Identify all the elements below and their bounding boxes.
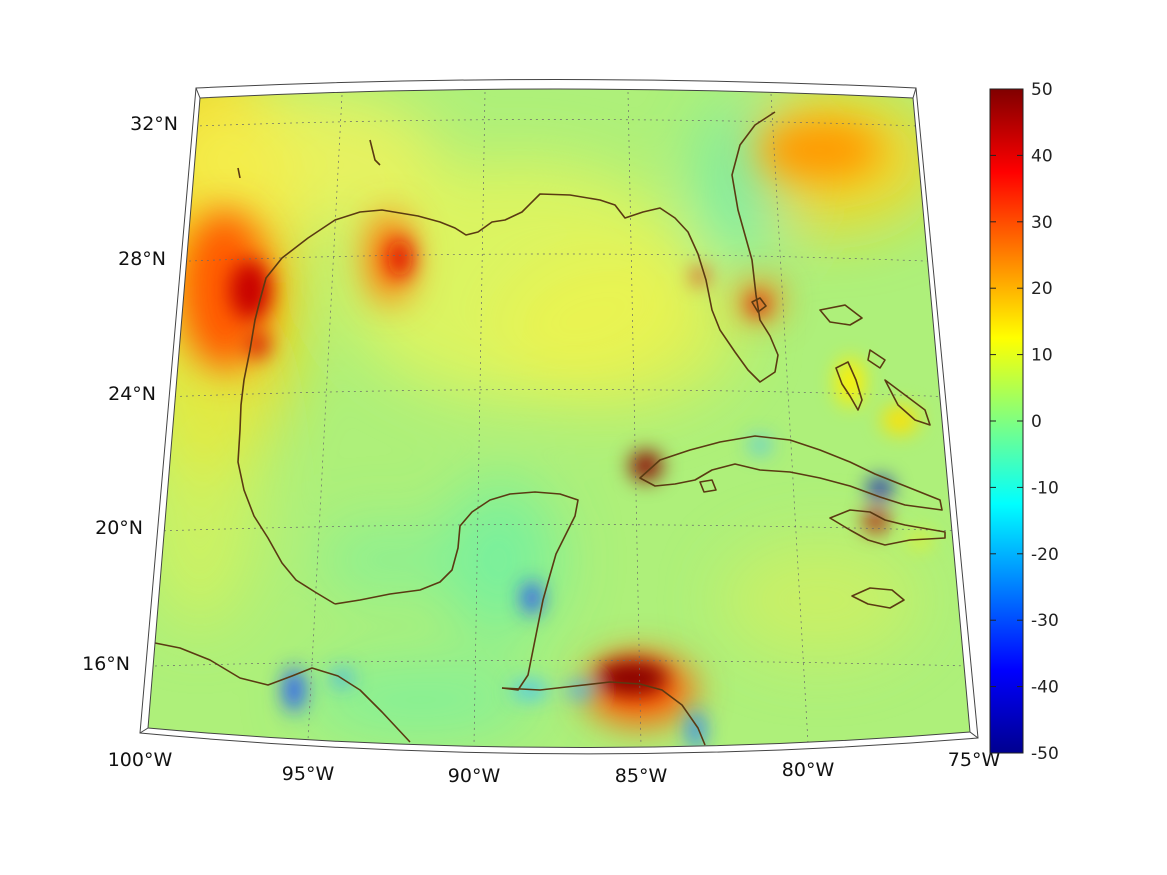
colorbar-tick-label: 40 [1031, 146, 1053, 166]
lon-label-95: 95°W [282, 763, 335, 785]
colorbar-tick-label: -10 [1031, 478, 1059, 498]
lat-label-20: 20°N [95, 517, 143, 539]
lon-label-80: 80°W [782, 759, 835, 781]
colorbar-tick-label: 30 [1031, 213, 1053, 233]
map-frame [139, 79, 979, 755]
latitude-labels: 32°N 28°N 24°N 20°N 16°N [82, 113, 178, 675]
lon-label-100: 100°W [108, 749, 173, 771]
lat-label-32: 32°N [130, 113, 178, 135]
colorbar-tick-label: -20 [1031, 545, 1059, 565]
colorbar-tick-label: 20 [1031, 279, 1053, 299]
longitude-labels: 100°W 95°W 90°W 85°W 80°W 75°W [108, 749, 1001, 787]
lat-label-24: 24°N [108, 383, 156, 405]
colorbar: 50 40 30 20 10 0 -10 -20 -30 -40 -50 [989, 80, 1059, 764]
coastlines [154, 111, 946, 746]
map-area [148, 89, 970, 748]
lon-label-75: 75°W [948, 749, 1001, 771]
colorbar-tick-label: 10 [1031, 346, 1053, 366]
lon-label-90: 90°W [448, 765, 501, 787]
lat-label-16: 16°N [82, 653, 130, 675]
lat-label-28: 28°N [118, 248, 166, 270]
colorbar-tick-label: 50 [1031, 80, 1053, 100]
graticule [154, 91, 969, 747]
colorbar-ticks: 50 40 30 20 10 0 -10 -20 -30 -40 -50 [990, 80, 1059, 764]
colorbar-tick-label: -40 [1031, 678, 1059, 698]
colorbar-tick-label: 0 [1031, 412, 1042, 432]
colorbar-tick-label: -30 [1031, 611, 1059, 631]
colorbar-tick-label: -50 [1031, 744, 1059, 764]
lon-label-85: 85°W [615, 765, 668, 787]
